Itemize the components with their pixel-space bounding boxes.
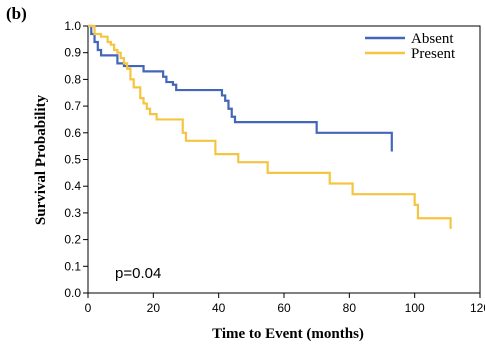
- x-tick-label: 80: [343, 301, 357, 315]
- x-tick-label: 60: [277, 301, 291, 315]
- x-tick-label: 20: [147, 301, 161, 315]
- x-tick-label: 0: [85, 301, 92, 315]
- y-tick-label: 0.4: [64, 179, 81, 193]
- y-tick-label: 0.2: [64, 233, 81, 247]
- p-value-annotation: p=0.04: [115, 265, 161, 282]
- panel-label: (b): [6, 4, 27, 23]
- legend-label-present: Present: [411, 46, 456, 62]
- x-tick-label: 120: [470, 301, 485, 315]
- legend-label-absent: Absent: [411, 31, 454, 47]
- series-group: [88, 24, 452, 229]
- x-tick-label: 40: [212, 301, 226, 315]
- y-tick-label: 0.6: [64, 126, 81, 140]
- y-tick-label: 0.3: [64, 206, 81, 220]
- series-line-present: [88, 24, 452, 229]
- x-axis-label: Time to Event (months): [212, 326, 364, 342]
- series-line-absent: [88, 24, 393, 152]
- y-tick-label: 0.9: [64, 46, 81, 60]
- y-tick-label: 0.5: [64, 153, 81, 167]
- y-tick-label: 0.7: [64, 99, 81, 113]
- axes: 0.0 0.1 0.2 0.3 0.4 0.5 0.6 0.7 0.8 0.9 1.0 0 20 40 60…: [64, 19, 485, 315]
- y-tick-label: 0.8: [64, 72, 81, 86]
- y-tick-label: 0.1: [64, 259, 81, 273]
- plot-frame: [87, 25, 481, 294]
- y-tick-label: 0.0: [64, 286, 81, 300]
- y-axis-label: Survival Probability: [33, 94, 49, 225]
- y-tick-label: 1.0: [64, 19, 81, 33]
- x-tick-label: 100: [405, 301, 425, 315]
